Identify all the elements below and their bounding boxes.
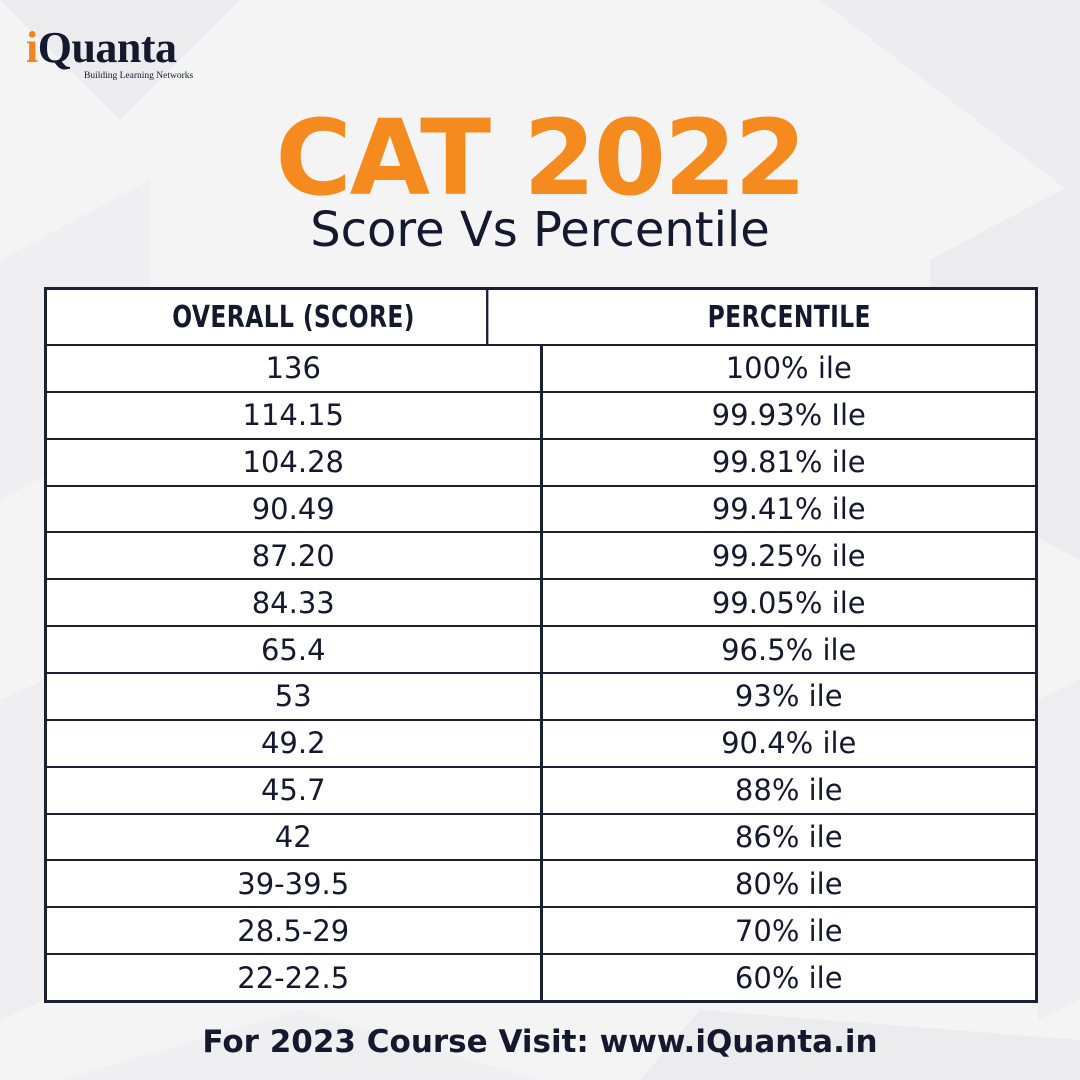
percentile-cell: 70% ile	[734, 913, 843, 948]
logo-tagline: Building Learning Networks	[84, 71, 194, 81]
score-cell: 49.2	[47, 720, 543, 766]
logo-wordmark: iQuanta	[26, 24, 177, 72]
percentile-cell: 88% ile	[734, 773, 843, 808]
table-row: 53 93% ile	[47, 674, 1035, 721]
score-percentile-table: OVERALL (SCORE) PERCENTILE 136 100% ile …	[44, 287, 1038, 1003]
score-cell: 90.49	[47, 486, 543, 532]
score-cell: 28.5-29	[47, 908, 543, 954]
percentile-cell: 99.41% ile	[711, 492, 866, 526]
table-row: 22-22.5 60% ile	[47, 955, 1035, 1001]
score-cell: 136	[47, 346, 543, 391]
page-title: CAT 2022	[275, 97, 806, 219]
header-percentile: PERCENTILE	[707, 299, 871, 335]
percentile-cell: 99.81% ile	[711, 445, 866, 480]
percentile-cell: 99.25% ile	[711, 538, 866, 573]
score-cell: 84.33	[47, 580, 543, 626]
score-cell: 22-22.5	[47, 955, 543, 1001]
table-row: 42 86% ile	[47, 814, 1035, 862]
table-row: 39-39.5 80% ile	[47, 861, 1035, 909]
table-row: 136 100% ile	[47, 346, 1035, 393]
logo-name: Quanta	[37, 23, 177, 72]
table-row: 114.15 99.93% Ile	[47, 392, 1035, 440]
percentile-cell: 99.05% ile	[711, 585, 866, 620]
table-header-row: OVERALL (SCORE) PERCENTILE	[47, 290, 1035, 346]
percentile-cell: 80% ile	[734, 866, 843, 901]
footer-course-link: For 2023 Course Visit: www.iQuanta.in	[202, 1024, 878, 1060]
logo-letter-i: i	[26, 23, 38, 72]
score-cell: 39-39.5	[47, 861, 543, 907]
table-row: 45.7 88% ile	[47, 767, 1035, 815]
table-row: 90.49 99.41% ile	[47, 486, 1035, 534]
table-row: 84.33 99.05% ile	[47, 580, 1035, 628]
percentile-cell: 99.93% Ile	[711, 398, 866, 433]
percentile-cell: 86% ile	[734, 820, 843, 855]
percentile-cell: 100% ile	[725, 351, 852, 386]
table-row: 104.28 99.81% ile	[47, 439, 1035, 487]
score-cell: 45.7	[47, 767, 543, 813]
score-cell: 114.15	[47, 392, 543, 438]
table-row: 28.5-29 70% ile	[47, 908, 1035, 956]
percentile-cell: 90.4% ile	[721, 726, 857, 761]
header-overall-score: OVERALL (SCORE)	[102, 290, 488, 344]
percentile-cell: 60% ile	[734, 960, 843, 995]
percentile-cell: 93% ile	[734, 679, 843, 714]
score-cell: 87.20	[47, 533, 543, 579]
score-cell: 53	[47, 674, 543, 719]
table-row: 65.4 96.5% ile	[47, 627, 1035, 675]
score-cell: 42	[47, 814, 543, 860]
page-subtitle: Score Vs Percentile	[310, 202, 770, 258]
iquanta-logo: iQuanta Building Learning Networks	[26, 24, 236, 84]
table-row: 87.20 99.25% ile	[47, 533, 1035, 581]
score-cell: 65.4	[47, 627, 543, 673]
percentile-cell: 96.5% ile	[721, 632, 857, 667]
table-row: 49.2 90.4% ile	[47, 720, 1035, 768]
score-cell: 104.28	[47, 439, 543, 485]
